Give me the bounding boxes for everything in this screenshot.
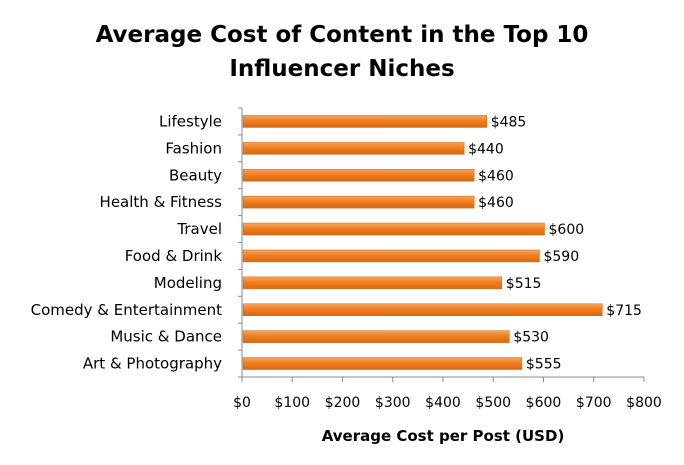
chart-title: Average Cost of Content in the Top 10 In… — [0, 18, 684, 86]
chart-title-line-1: Average Cost of Content in the Top 10 — [95, 22, 589, 48]
bar — [242, 195, 475, 209]
value-label: $485 — [491, 114, 527, 130]
bar — [242, 142, 465, 155]
x-tick-label: $800 — [626, 395, 662, 411]
x-tick-label: $300 — [375, 395, 411, 411]
x-tick-label: $0 — [233, 395, 251, 411]
value-label: $515 — [506, 276, 542, 292]
category-label: Music & Dance — [110, 328, 222, 346]
bar — [242, 357, 523, 370]
x-tick-label: $500 — [475, 395, 511, 411]
category-label: Beauty — [169, 166, 222, 184]
bar — [242, 115, 487, 128]
category-label: Food & Drink — [125, 247, 223, 265]
value-label: $440 — [468, 141, 504, 157]
value-label: $460 — [478, 195, 514, 211]
plot-area: Lifestyle $485 Fashion $440 Beauty $460 Health… — [31, 107, 662, 411]
category-label: Fashion — [165, 139, 222, 157]
value-label: $590 — [543, 249, 579, 265]
x-axis-label: Average Cost per Post (USD) — [322, 427, 565, 445]
bar — [242, 222, 545, 236]
x-tick-label: $700 — [576, 395, 612, 411]
category-label: Lifestyle — [159, 112, 222, 130]
category-label: Travel — [176, 220, 222, 238]
value-label: $555 — [526, 357, 562, 373]
bar — [242, 169, 475, 182]
bar — [242, 249, 540, 263]
x-tick-label: $600 — [526, 395, 562, 411]
chart-title-line-2: Influencer Niches — [229, 56, 455, 82]
x-tick-label: $100 — [274, 395, 310, 411]
value-label: $460 — [478, 168, 514, 184]
bar — [242, 276, 503, 290]
category-label: Comedy & Entertainment — [31, 301, 222, 319]
x-tick-label: $200 — [325, 395, 361, 411]
value-label: $600 — [549, 222, 585, 238]
x-tick-label: $400 — [425, 395, 461, 411]
value-label: $715 — [606, 303, 642, 319]
category-label: Modeling — [154, 274, 222, 292]
category-label: Art & Photography — [83, 355, 222, 373]
bar — [242, 303, 603, 316]
category-label: Health & Fitness — [100, 193, 223, 211]
value-label: $530 — [513, 330, 549, 346]
bar — [242, 330, 510, 343]
